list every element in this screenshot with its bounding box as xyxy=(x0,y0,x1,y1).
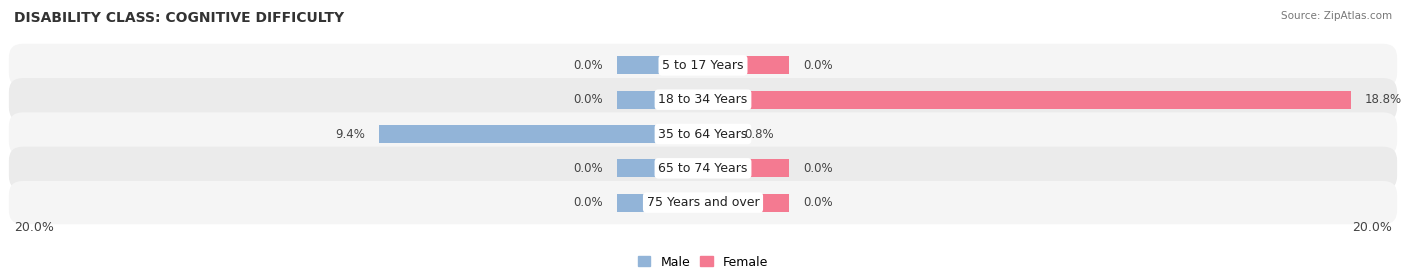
Bar xyxy=(617,194,703,211)
Text: 18.8%: 18.8% xyxy=(1364,93,1402,106)
Bar xyxy=(703,125,731,143)
FancyBboxPatch shape xyxy=(8,44,1398,87)
Bar xyxy=(703,91,1351,109)
Text: 5 to 17 Years: 5 to 17 Years xyxy=(662,59,744,72)
FancyBboxPatch shape xyxy=(8,78,1398,121)
Bar xyxy=(703,194,789,211)
Bar xyxy=(380,125,703,143)
FancyBboxPatch shape xyxy=(8,181,1398,224)
Text: 0.0%: 0.0% xyxy=(803,162,832,175)
Text: 0.0%: 0.0% xyxy=(803,59,832,72)
Text: 18 to 34 Years: 18 to 34 Years xyxy=(658,93,748,106)
Text: DISABILITY CLASS: COGNITIVE DIFFICULTY: DISABILITY CLASS: COGNITIVE DIFFICULTY xyxy=(14,11,344,25)
Text: 0.0%: 0.0% xyxy=(574,162,603,175)
Text: 20.0%: 20.0% xyxy=(1353,221,1392,234)
Text: 9.4%: 9.4% xyxy=(336,128,366,140)
Text: 65 to 74 Years: 65 to 74 Years xyxy=(658,162,748,175)
Text: 0.8%: 0.8% xyxy=(744,128,773,140)
Text: Source: ZipAtlas.com: Source: ZipAtlas.com xyxy=(1281,11,1392,21)
Bar xyxy=(703,57,789,74)
Text: 0.0%: 0.0% xyxy=(803,196,832,209)
Text: 35 to 64 Years: 35 to 64 Years xyxy=(658,128,748,140)
Bar xyxy=(617,159,703,177)
Text: 0.0%: 0.0% xyxy=(574,196,603,209)
Bar xyxy=(617,91,703,109)
FancyBboxPatch shape xyxy=(8,112,1398,156)
Text: 0.0%: 0.0% xyxy=(574,59,603,72)
Bar xyxy=(703,159,789,177)
Legend: Male, Female: Male, Female xyxy=(633,251,773,268)
FancyBboxPatch shape xyxy=(8,147,1398,190)
Text: 20.0%: 20.0% xyxy=(14,221,53,234)
Bar xyxy=(617,57,703,74)
Text: 75 Years and over: 75 Years and over xyxy=(647,196,759,209)
Text: 0.0%: 0.0% xyxy=(574,93,603,106)
